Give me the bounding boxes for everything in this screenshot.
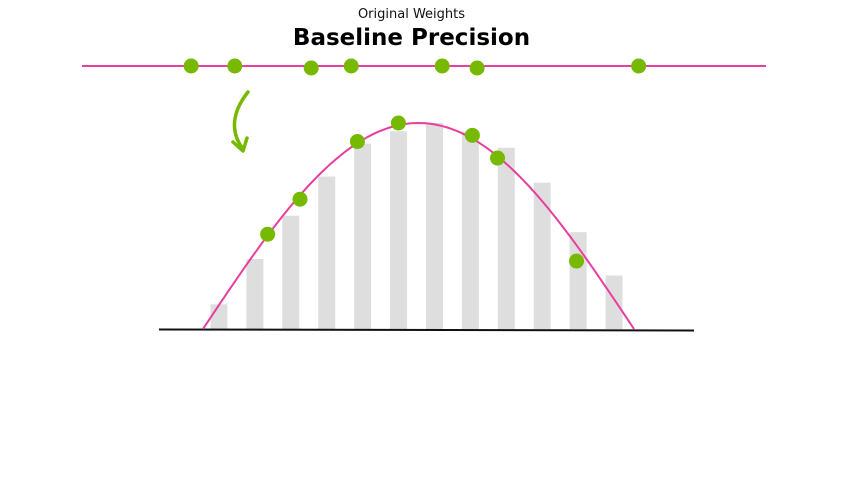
histogram-bar	[605, 275, 623, 329]
subtitle: Original Weights	[357, 7, 466, 22]
weight-point	[469, 60, 485, 76]
weight-point	[631, 58, 647, 74]
distribution-curve	[202, 121, 635, 330]
histogram-bar	[461, 131, 479, 329]
page-title: Baseline Precision	[292, 25, 531, 51]
weight-point	[183, 58, 199, 74]
histogram-bar	[497, 147, 515, 329]
distribution-curve-line	[202, 121, 635, 330]
baseline-axis	[158, 328, 695, 332]
histogram-bar	[246, 258, 264, 329]
distribution-axis	[158, 328, 695, 332]
distribution-weight-points	[260, 115, 585, 269]
distribution-point	[349, 134, 365, 150]
histogram-bar	[210, 304, 228, 329]
weight-point	[434, 58, 450, 74]
weight-point	[303, 60, 319, 76]
histogram-bar	[354, 143, 372, 329]
curved-down-arrow-icon	[231, 90, 250, 153]
weight-point	[227, 58, 243, 74]
distribution-point	[569, 253, 585, 269]
distribution-point	[490, 150, 506, 166]
histogram-bar	[533, 182, 551, 329]
weight-point	[343, 58, 359, 74]
distribution-bars	[210, 123, 623, 329]
histogram-bar	[282, 215, 300, 329]
distribution-point	[292, 191, 308, 207]
distribution-point	[390, 115, 406, 131]
weights-number-line	[82, 58, 766, 76]
distribution-point	[464, 127, 480, 143]
histogram-bar	[390, 131, 408, 329]
distribution-point	[260, 226, 276, 242]
histogram-bar	[318, 176, 336, 329]
histogram-bar	[425, 123, 443, 329]
